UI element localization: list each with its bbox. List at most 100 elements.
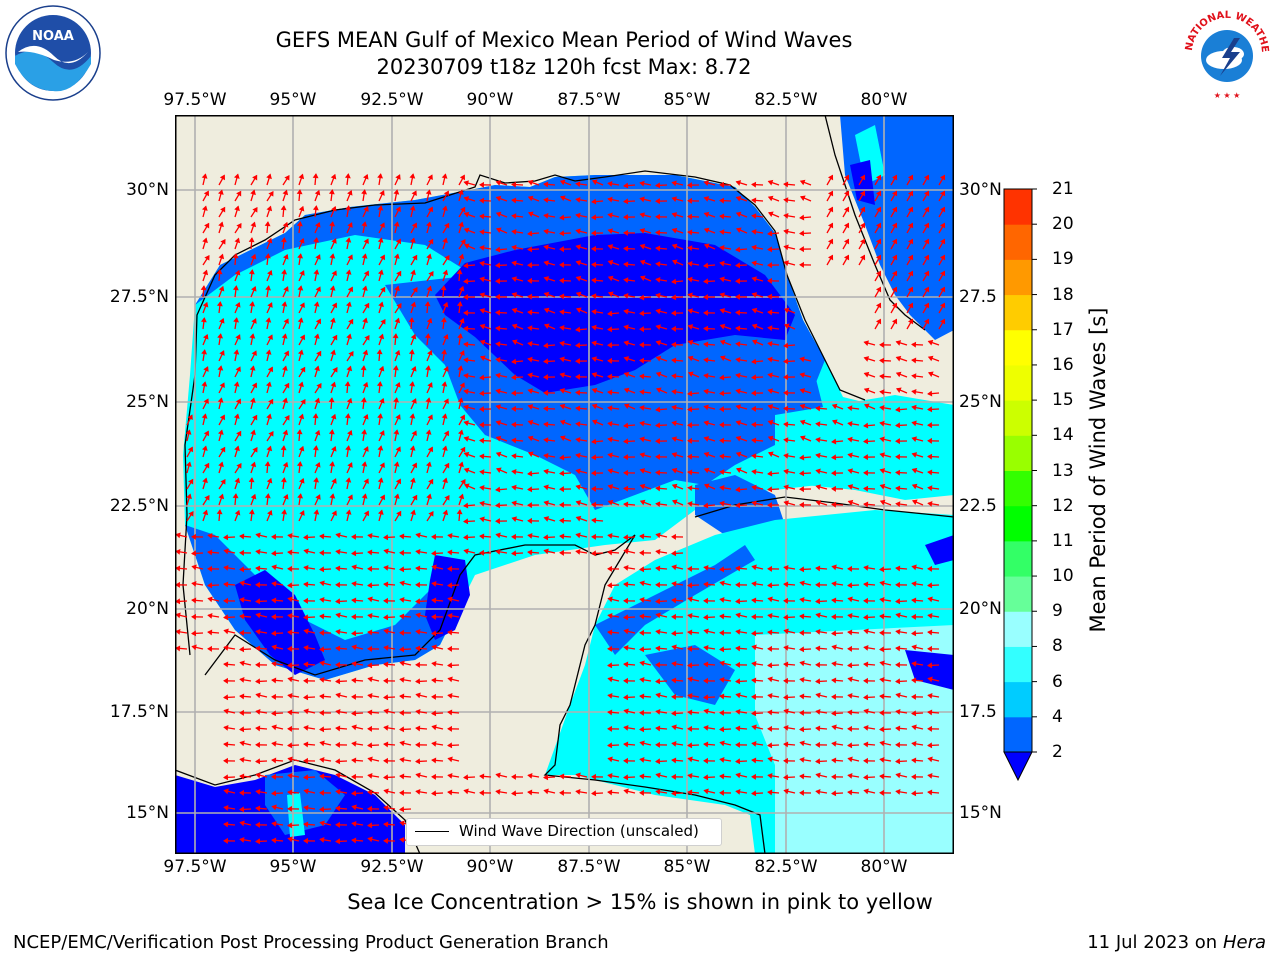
- wind-wave-arrowhead: [639, 373, 645, 380]
- wind-wave-arrowhead: [719, 469, 725, 476]
- wind-wave-arrowhead: [216, 301, 223, 307]
- footer-date: 11 Jul 2023 on Hera: [1087, 932, 1266, 953]
- wind-wave-arrowhead: [831, 470, 836, 477]
- wind-wave-arrowhead: [239, 756, 245, 763]
- wind-wave-arrowhead: [687, 324, 694, 330]
- wind-wave-arrowhead: [250, 493, 257, 500]
- map-legend: Wind Wave Direction (unscaled): [406, 818, 722, 846]
- colorbar-segment: [1004, 611, 1032, 647]
- wind-wave-arrowhead: [344, 173, 351, 179]
- wind-wave-arrowhead: [671, 294, 677, 301]
- wind-wave-arrowhead: [875, 174, 882, 181]
- wind-wave-arrowhead: [395, 478, 402, 485]
- wind-wave-arrowhead: [783, 421, 789, 428]
- wind-wave-arrowhead: [783, 597, 788, 604]
- wind-wave-arrowhead: [623, 277, 629, 284]
- wind-wave-arrowhead: [314, 397, 321, 404]
- wind-wave-arrowhead: [314, 429, 321, 436]
- wind-wave-arrowhead: [847, 789, 853, 796]
- wind-wave-arrowhead: [543, 212, 549, 219]
- wind-wave-arrowhead: [315, 461, 321, 468]
- wind-wave-arrowhead: [367, 565, 372, 572]
- wind-wave-arrowhead: [799, 613, 805, 620]
- wind-wave-arrowhead: [827, 206, 834, 213]
- wind-wave-arrowhead: [863, 741, 869, 748]
- wind-wave-arrowhead: [249, 365, 256, 371]
- wind-wave-arrowhead: [399, 709, 404, 716]
- wind-wave-arrowhead: [299, 302, 305, 309]
- wind-wave-arrowhead: [235, 334, 241, 340]
- wind-wave-arrowhead: [799, 740, 805, 747]
- wind-wave-arrowhead: [559, 293, 565, 300]
- wind-wave-arrowhead: [287, 676, 293, 683]
- wind-wave-arrowhead: [767, 629, 773, 636]
- wind-wave-arrowhead: [911, 580, 917, 587]
- wind-wave-arrowhead: [379, 430, 385, 436]
- wind-wave-arrowhead: [911, 452, 918, 458]
- wind-wave-arrowhead: [639, 357, 645, 364]
- wind-wave-arrowhead: [655, 501, 661, 508]
- wind-wave-arrowhead: [879, 357, 885, 364]
- wind-wave-arrowhead: [479, 197, 485, 204]
- svg-text:★ ★ ★: ★ ★ ★: [1214, 91, 1241, 100]
- wind-wave-arrowhead: [859, 254, 866, 261]
- wind-wave-arrowhead: [559, 486, 564, 493]
- wind-wave-arrowhead: [479, 469, 485, 476]
- wind-wave-arrowhead: [671, 724, 677, 731]
- wind-wave-arrowhead: [735, 309, 741, 316]
- wind-wave-arrowhead: [345, 477, 352, 483]
- wind-wave-arrowhead: [330, 173, 337, 180]
- wind-wave-arrowhead: [575, 788, 581, 795]
- wind-wave-arrowhead: [703, 741, 709, 748]
- wind-wave-arrowhead: [267, 302, 273, 308]
- wind-wave-arrowhead: [345, 509, 352, 515]
- wind-wave-arrowhead: [271, 630, 277, 637]
- colorbar-tick-label: 19: [1052, 249, 1074, 270]
- wind-wave-arrowhead: [271, 804, 277, 811]
- wind-wave-arrowhead: [703, 180, 709, 187]
- wind-wave-arrowhead: [559, 230, 565, 237]
- wind-wave-arrowhead: [879, 646, 885, 653]
- wind-wave-arrowhead: [383, 694, 389, 701]
- wind-wave-arrowhead: [767, 645, 772, 652]
- wind-wave-arrowhead: [591, 214, 597, 221]
- wind-wave-arrowhead: [319, 580, 325, 587]
- wind-wave-arrowhead: [399, 646, 405, 653]
- wind-wave-arrowhead: [543, 534, 549, 541]
- wind-wave-arrowhead: [847, 452, 853, 459]
- wind-wave-arrowhead: [591, 356, 597, 363]
- wind-wave-arrowhead: [751, 276, 757, 283]
- lat-tick-right: 20°N: [959, 599, 1002, 619]
- wind-wave-arrowhead: [428, 238, 434, 245]
- wind-wave-arrowhead: [655, 276, 661, 283]
- wind-wave-arrowhead: [303, 581, 309, 588]
- wind-wave-arrowhead: [200, 317, 207, 323]
- wind-wave-arrowhead: [479, 437, 485, 444]
- wind-wave-arrowhead: [271, 820, 277, 827]
- wind-wave-arrowhead: [447, 565, 452, 572]
- wind-wave-arrowhead: [399, 806, 405, 813]
- wind-wave-arrowhead: [361, 253, 368, 259]
- wind-wave-arrowhead: [315, 494, 321, 500]
- wind-wave-arrowhead: [927, 645, 932, 652]
- wind-wave-arrowhead: [223, 741, 229, 748]
- wind-wave-arrowhead: [927, 500, 933, 507]
- wind-wave-arrowhead: [767, 451, 774, 457]
- wind-wave-arrowhead: [847, 499, 854, 506]
- wind-wave-arrowhead: [767, 277, 772, 284]
- wind-wave-arrowhead: [623, 292, 629, 299]
- wind-wave-arrowhead: [463, 518, 469, 525]
- wind-wave-arrowhead: [799, 660, 805, 667]
- wind-wave-arrowhead: [376, 381, 383, 387]
- wind-wave-arrowhead: [655, 661, 660, 668]
- wind-wave-arrowhead: [239, 820, 245, 827]
- wind-wave-arrowhead: [463, 262, 469, 269]
- wind-wave-arrowhead: [287, 742, 293, 749]
- wind-wave-arrowhead: [703, 325, 709, 332]
- wind-wave-arrowhead: [875, 318, 882, 325]
- wind-wave-arrowhead: [623, 708, 629, 715]
- wind-wave-arrowhead: [223, 661, 229, 668]
- wind-wave-arrowhead: [735, 227, 742, 233]
- wind-wave-arrowhead: [783, 452, 789, 459]
- wind-wave-arrowhead: [424, 301, 431, 307]
